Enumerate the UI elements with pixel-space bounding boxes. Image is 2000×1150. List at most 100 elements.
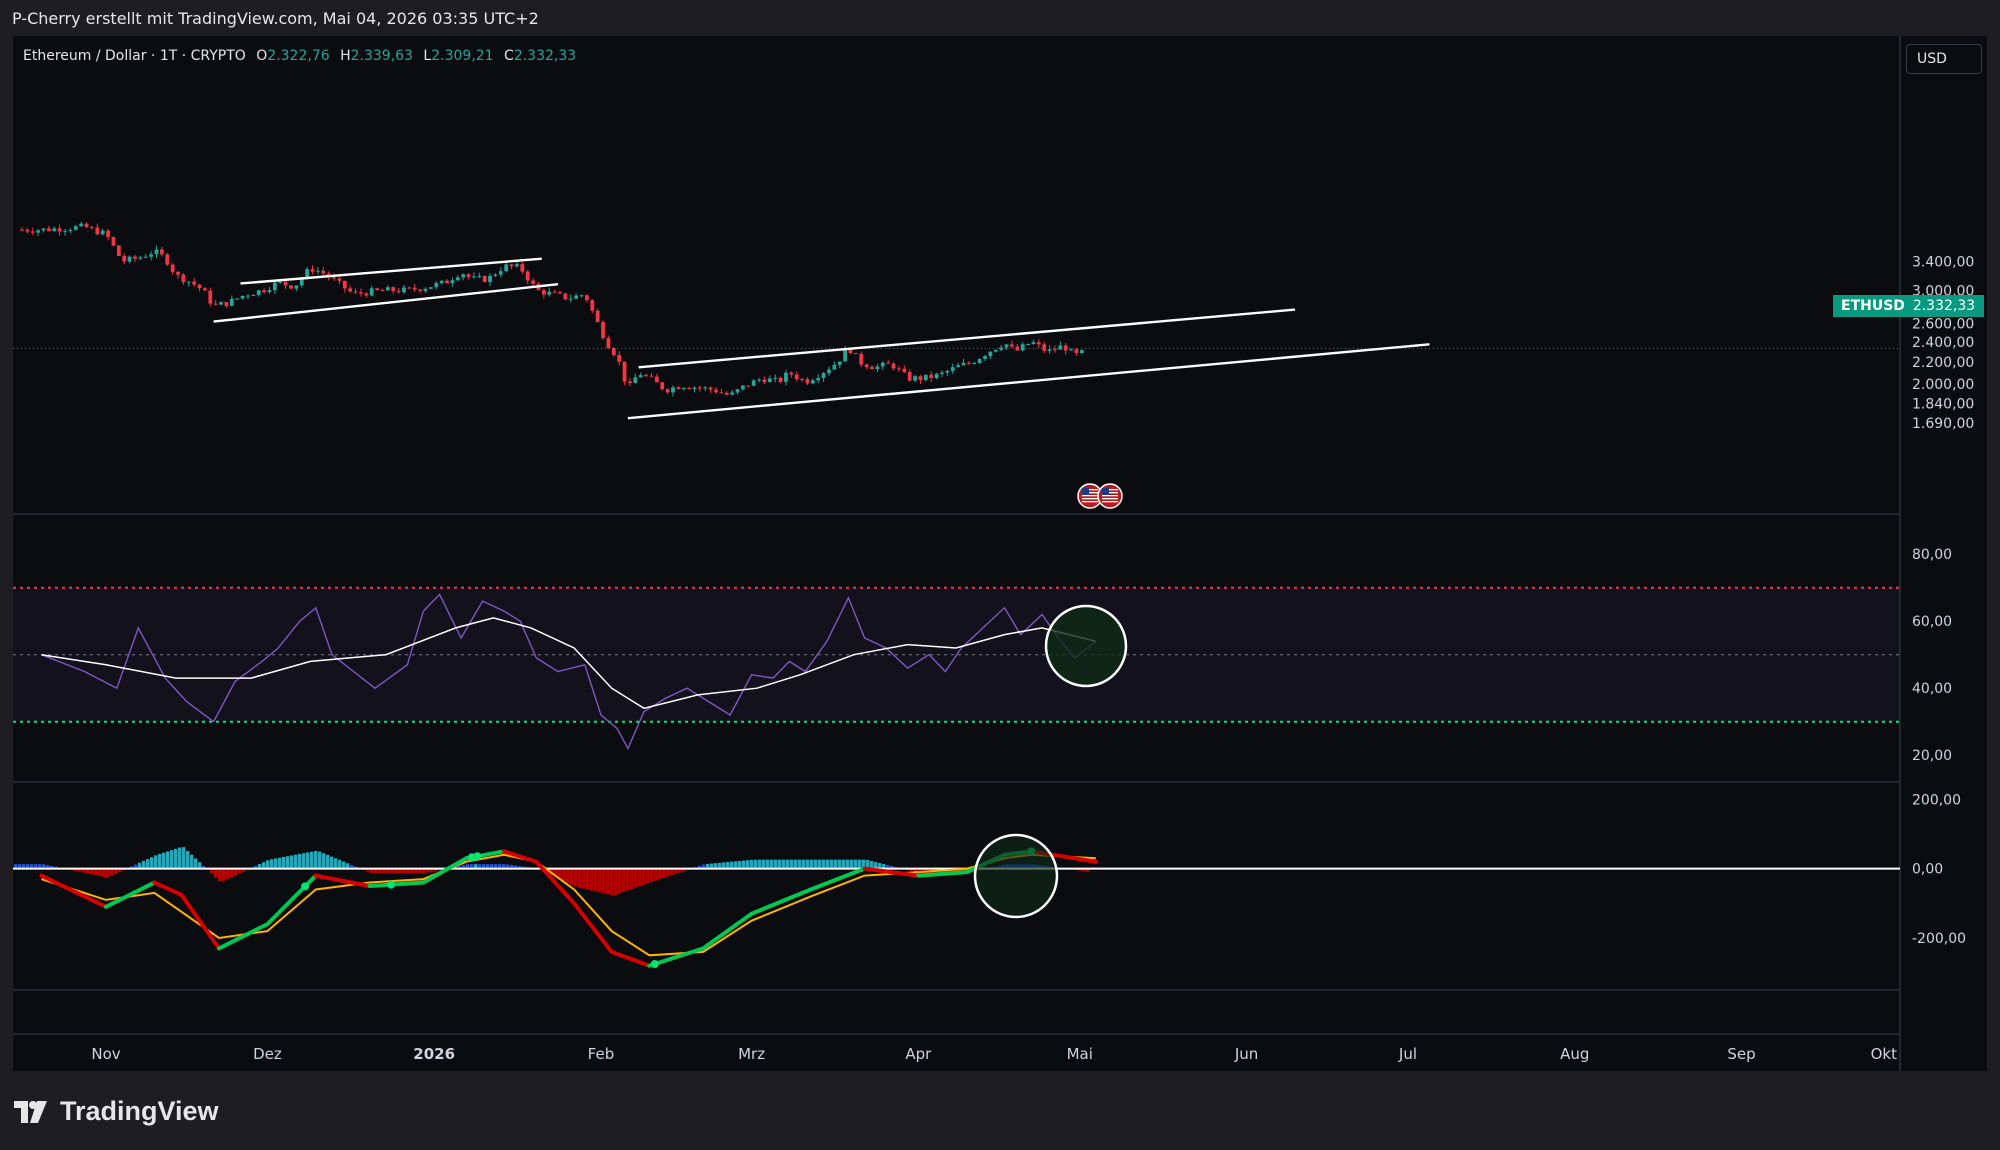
candle-body: [294, 285, 299, 289]
candle-body: [541, 290, 546, 295]
macd-histogram-bar: [886, 865, 890, 869]
macd-histogram-bar: [190, 854, 194, 869]
candle-body: [369, 288, 374, 296]
candle-body: [676, 387, 681, 389]
macd-line-segment: [701, 911, 754, 951]
candle-body: [660, 382, 665, 390]
candle-body: [310, 269, 315, 272]
macd-histogram-bar: [406, 868, 410, 874]
candle-body: [1031, 342, 1036, 344]
candle-body: [633, 377, 638, 384]
candle-body: [41, 228, 46, 231]
macd-histogram-bar: [326, 854, 330, 869]
macd-histogram-bar: [638, 868, 642, 887]
candle-body: [332, 277, 336, 279]
candle-body: [213, 303, 218, 305]
candle-body: [450, 280, 455, 284]
candle-body: [127, 256, 132, 262]
candle-body: [375, 288, 379, 290]
macd-histogram-bar: [410, 868, 414, 874]
macd-histogram-bar: [502, 864, 506, 869]
candle-body: [192, 281, 197, 285]
macd-histogram-bar: [830, 859, 834, 869]
macd-histogram-bar: [842, 859, 846, 869]
high-label: H: [340, 48, 351, 64]
symbol-legend: Ethereum / Dollar · 1T · CRYPTO O2.322,7…: [23, 48, 576, 64]
candle-body: [170, 264, 175, 272]
candle-body: [611, 348, 616, 355]
candle-body: [235, 298, 240, 300]
price-axis-tick-label: 2.600,00: [1912, 316, 1974, 332]
macd-histogram-bar: [22, 864, 26, 869]
macd-histogram-bar: [670, 868, 674, 876]
flag-stripe: [1102, 492, 1118, 494]
candle-body: [208, 290, 213, 304]
macd-histogram-bar: [142, 860, 146, 869]
price-axis-tick-label: 1.690,00: [1912, 416, 1974, 432]
price-axis-tick-label: 2.000,00: [1912, 377, 1974, 393]
macd-cross-dot: [650, 960, 659, 968]
candle-body: [692, 387, 697, 389]
candle-body: [84, 223, 89, 228]
macd-histogram-bar: [322, 853, 326, 869]
candle-body: [434, 283, 439, 288]
chart-panel[interactable]: [13, 36, 1901, 1071]
tradingview-logo-icon: [14, 1100, 47, 1123]
macd-histogram-bar: [914, 868, 918, 873]
macd-histogram-bar: [422, 868, 426, 874]
macd-histogram-bar: [726, 862, 730, 869]
candle-body: [622, 361, 627, 382]
macd-histogram-bar: [850, 859, 854, 869]
candle-body: [864, 364, 869, 368]
macd-histogram-bar: [606, 868, 610, 895]
candle-body: [181, 274, 186, 283]
macd-histogram-bar: [170, 850, 174, 869]
candle-body: [498, 271, 503, 275]
macd-histogram-bar: [754, 859, 758, 869]
macd-histogram-bar: [590, 868, 594, 891]
macd-line-segment: [367, 880, 426, 888]
candle-body: [1053, 349, 1057, 351]
rsi-axis-tick-label: 60,00: [1912, 614, 1952, 630]
candle-body: [359, 292, 363, 294]
macd-line-segment: [313, 873, 372, 888]
rsi-pane: [13, 586, 1900, 751]
candle-body: [246, 295, 250, 297]
trendlines[interactable]: [213, 257, 1430, 420]
candle-body: [644, 375, 648, 377]
price-axis-tick-label: 2.200,00: [1912, 355, 1974, 371]
candle-body: [262, 290, 266, 293]
candle-body: [972, 363, 977, 365]
macd-line-segment: [39, 873, 108, 909]
candle-body: [1004, 344, 1009, 348]
macd-histogram-bar: [166, 851, 170, 869]
macd-histogram-bar: [866, 860, 870, 869]
macd-cross-dot: [301, 882, 310, 891]
tradingview-logo[interactable]: TradingView: [14, 1096, 219, 1127]
macd-histogram-bar: [330, 856, 334, 869]
close-label: C: [504, 48, 514, 64]
currency-selector[interactable]: USD: [1906, 44, 1982, 74]
macd-axis-tick-label: -200,00: [1912, 931, 1966, 947]
macd-histogram-bar: [910, 868, 914, 872]
macd-histogram-bar: [366, 868, 370, 872]
macd-histogram-bar: [130, 866, 134, 869]
candle-body: [886, 362, 891, 364]
macd-histogram-bar: [138, 862, 142, 869]
candlestick-series: [13, 221, 1900, 397]
macd-line-segment: [502, 849, 539, 864]
candle-body: [1079, 350, 1084, 354]
macd-histogram-bar: [522, 866, 526, 869]
macd-histogram-bar: [662, 868, 666, 878]
macd-histogram-bar: [630, 868, 634, 890]
macd-histogram-bar: [102, 868, 106, 877]
macd-histogram-bar: [274, 858, 278, 869]
macd-histogram-bar: [814, 859, 818, 869]
candle-body: [703, 387, 708, 389]
macd-histogram-bar: [426, 868, 430, 873]
candle-body: [697, 387, 702, 389]
candle-body: [106, 230, 110, 238]
candle-body: [122, 255, 127, 262]
price-scale[interactable]: [1900, 36, 1987, 1071]
